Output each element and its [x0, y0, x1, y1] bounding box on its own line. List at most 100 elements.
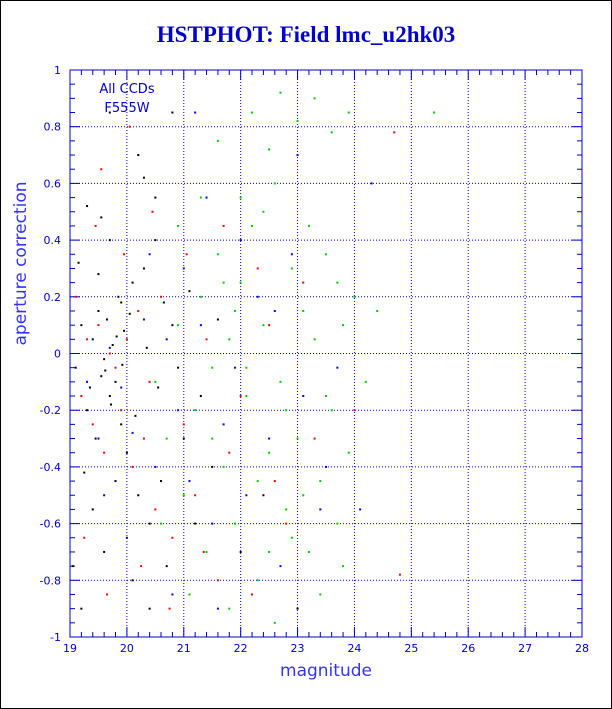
data-point: [168, 607, 171, 610]
data-point: [273, 309, 276, 312]
y-tick-label: 0.4: [44, 234, 62, 247]
data-point: [185, 253, 188, 256]
data-point: [364, 380, 367, 383]
data-point: [296, 607, 299, 610]
data-point: [154, 196, 157, 199]
data-point: [211, 366, 214, 369]
data-point: [228, 338, 231, 341]
data-points: [71, 91, 436, 624]
data-point: [222, 281, 225, 284]
data-point: [103, 358, 106, 361]
data-point: [83, 471, 86, 474]
data-point: [393, 131, 396, 134]
data-point: [268, 550, 271, 553]
data-point: [123, 329, 126, 332]
data-point: [290, 536, 293, 539]
data-point: [342, 324, 345, 327]
data-point: [199, 295, 202, 298]
data-point: [103, 451, 106, 454]
data-point: [125, 338, 128, 341]
data-point: [245, 395, 248, 398]
data-point: [148, 522, 151, 525]
x-tick-label: 22: [234, 642, 248, 655]
data-point: [140, 565, 143, 568]
data-point: [137, 154, 140, 157]
data-point: [302, 281, 305, 284]
data-point: [171, 536, 174, 539]
data-point: [245, 366, 248, 369]
y-tick-label: 0: [54, 348, 61, 361]
data-point: [86, 205, 89, 208]
data-point: [273, 621, 276, 624]
data-point: [128, 312, 131, 315]
data-point: [154, 508, 157, 511]
data-point: [342, 565, 345, 568]
data-point: [262, 210, 265, 213]
data-point: [182, 423, 185, 426]
data-point: [108, 346, 111, 349]
data-point: [330, 409, 333, 412]
data-point: [121, 363, 124, 366]
y-tick-label: -0.2: [40, 404, 61, 417]
data-point: [77, 261, 80, 264]
data-point: [131, 579, 134, 582]
data-point: [273, 480, 276, 483]
data-point: [188, 593, 191, 596]
data-point: [160, 522, 163, 525]
data-point: [296, 154, 299, 157]
y-tick-label: -1: [50, 631, 61, 644]
data-point: [97, 324, 100, 327]
data-point: [307, 224, 310, 227]
data-point: [199, 196, 202, 199]
data-point: [154, 465, 157, 468]
data-point: [142, 437, 145, 440]
data-point: [182, 267, 185, 270]
data-point: [228, 451, 231, 454]
data-point: [160, 295, 163, 298]
data-point: [177, 224, 180, 227]
data-point: [177, 324, 180, 327]
data-point: [142, 267, 145, 270]
data-point: [100, 216, 103, 219]
data-point: [347, 111, 350, 114]
data-point: [347, 451, 350, 454]
data-point: [115, 335, 118, 338]
data-point: [104, 369, 107, 372]
data-point: [97, 309, 100, 312]
data-point: [80, 324, 83, 327]
data-point: [165, 338, 168, 341]
data-point: [100, 375, 103, 378]
data-point: [251, 111, 254, 114]
data-point: [86, 409, 89, 412]
data-point: [91, 423, 94, 426]
data-point: [108, 352, 111, 355]
data-point: [199, 395, 202, 398]
data-point: [188, 480, 191, 483]
data-point: [211, 522, 214, 525]
x-tick-label: 25: [404, 642, 418, 655]
data-point: [239, 281, 242, 284]
data-point: [125, 536, 128, 539]
data-point: [325, 395, 327, 398]
data-point: [325, 253, 327, 256]
data-point: [205, 338, 208, 341]
data-point: [165, 437, 168, 440]
x-tick-label: 19: [63, 642, 77, 655]
y-tick-label: -0.8: [40, 574, 61, 587]
data-point: [279, 565, 282, 568]
data-point: [205, 196, 208, 199]
data-point: [120, 386, 123, 389]
data-point: [307, 550, 310, 553]
legend-ccds: All CCDs: [99, 82, 154, 97]
data-point: [302, 309, 305, 312]
data-point: [177, 409, 180, 412]
data-point: [336, 522, 339, 525]
data-point: [290, 267, 293, 270]
data-point: [353, 409, 356, 412]
data-point: [134, 414, 137, 417]
data-point: [108, 111, 111, 114]
data-point: [222, 423, 225, 426]
grid: [70, 70, 582, 637]
data-point: [239, 239, 242, 242]
data-point: [105, 593, 108, 596]
